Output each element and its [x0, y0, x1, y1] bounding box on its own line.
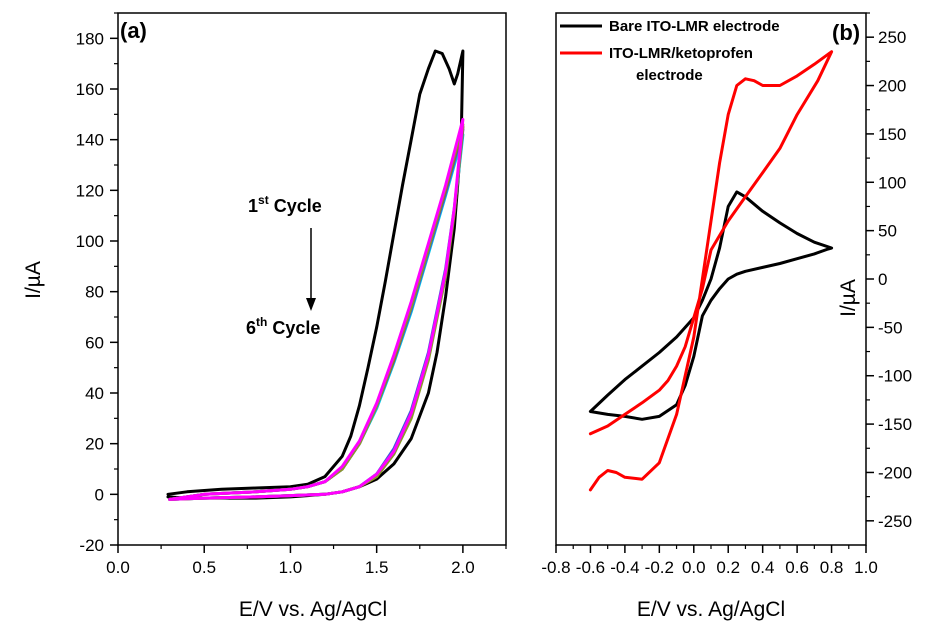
y-tick-label: -50 [878, 318, 903, 337]
y-tick-label: 50 [878, 222, 897, 241]
x-axis-title: E/V vs. Ag/AgCl [239, 598, 387, 621]
x-tick-label: 0.0 [682, 558, 706, 577]
x-tick-label: 1.0 [279, 558, 303, 577]
y-tick-label: 0 [878, 270, 887, 289]
series-line-2 [588, 50, 834, 492]
legend-label-ketoprofen-line2: electrode [636, 67, 703, 84]
series-line-6 [168, 117, 465, 501]
y-tick-label: 60 [85, 333, 104, 352]
legend: Bare ITO-LMR electrode ITO-LMR/ketoprofen… [560, 18, 780, 84]
annotation-sixth-cycle: 6th Cycle [246, 315, 320, 338]
y-tick-label: -200 [878, 463, 912, 482]
x-tick-label: 0.2 [716, 558, 740, 577]
panel-b: -0.8 -0.6 -0.4 -0.2 0.0 0.2 0.4 0.6 0.8 1.0 -250 -2… [541, 12, 912, 621]
series-line-3 [168, 128, 465, 501]
y-tick-label: 40 [85, 384, 104, 403]
y-tick-label: 80 [85, 283, 104, 302]
series-line-5 [168, 123, 465, 501]
y-axis-title: I/µA [837, 279, 860, 317]
x-tick-label: -0.4 [610, 558, 639, 577]
y-tick-label: 180 [76, 29, 104, 48]
panel-a: 0.0 0.5 1.0 1.5 2.0 -20 0 20 40 60 80 100 120 140 160 1… [22, 12, 507, 621]
annotation-first-cycle: 1st Cycle [248, 193, 322, 216]
x-tick-label: 0.8 [820, 558, 844, 577]
y-axis-title: I/µA [22, 261, 45, 299]
x-tick-label: -0.2 [645, 558, 674, 577]
legend-label-bare: Bare ITO-LMR electrode [609, 18, 780, 35]
x-tick-label: 1.5 [365, 558, 389, 577]
y-tick-label: -150 [878, 415, 912, 434]
x-tick-label: 0.4 [751, 558, 775, 577]
cycle-arrow-head [306, 298, 316, 311]
x-tick-label: 2.0 [451, 558, 475, 577]
series-line-4 [168, 125, 465, 501]
x-tick-label: 1.0 [854, 558, 878, 577]
legend-label-ketoprofen: ITO-LMR/ketoprofen [609, 45, 753, 62]
y-tick-label: 20 [85, 435, 104, 454]
y-tick-label: 200 [878, 77, 906, 96]
y-tick-label: 0 [95, 485, 104, 504]
x-tick-label: 0.6 [785, 558, 809, 577]
y-tick-label: 250 [878, 28, 906, 47]
x-tick-label: 0.5 [192, 558, 216, 577]
panel-label: (b) [832, 20, 860, 45]
x-tick-label: -0.6 [576, 558, 605, 577]
x-tick-label: 0.0 [106, 558, 130, 577]
y-tick-label: 120 [76, 181, 104, 200]
y-tick-label: 100 [76, 232, 104, 251]
y-tick-label: 140 [76, 131, 104, 150]
y-tick-label: -250 [878, 512, 912, 531]
y-tick-label: 150 [878, 125, 906, 144]
panel-label: (a) [120, 18, 147, 43]
y-tick-label: 100 [878, 173, 906, 192]
y-tick-label: -20 [79, 536, 104, 555]
x-axis-title: E/V vs. Ag/AgCl [637, 598, 785, 621]
y-tick-label: -100 [878, 367, 912, 386]
series-line-2 [168, 133, 465, 501]
x-tick-label: -0.8 [541, 558, 570, 577]
plot-frame [117, 12, 507, 546]
y-tick-label: 160 [76, 80, 104, 99]
